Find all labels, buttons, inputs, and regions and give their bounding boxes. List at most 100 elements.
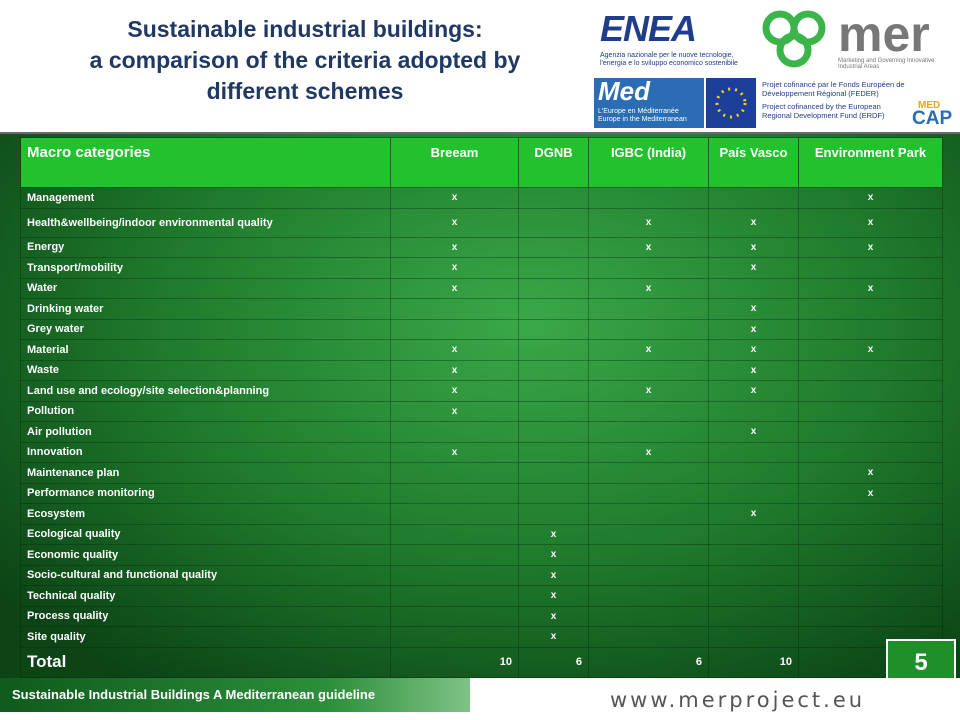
total-value: 10 — [390, 646, 519, 678]
table-row: Energy x x x x — [20, 236, 943, 258]
title-line: a comparison of the criteria adopted by — [89, 47, 521, 73]
cell — [588, 257, 709, 279]
enea-caption: Agenzia nazionale per le nuove tecnologi… — [600, 52, 738, 67]
cell — [708, 626, 799, 648]
cell: x — [588, 236, 709, 258]
row-label: Performance monitoring — [20, 482, 391, 504]
cell — [588, 298, 709, 320]
erdf-text: Project cofinanced by the European Regio… — [762, 102, 885, 120]
cell: x — [588, 441, 709, 463]
cell — [518, 400, 589, 422]
cell — [390, 626, 519, 648]
medcap-top: MED — [918, 100, 941, 111]
table-row: Site quality x — [20, 626, 943, 648]
cell — [588, 400, 709, 422]
cell — [588, 462, 709, 484]
cell — [708, 462, 799, 484]
total-label: Total — [20, 646, 391, 678]
cell — [588, 359, 709, 381]
header: Sustainable industrial buildings: a comp… — [0, 0, 960, 134]
cell: x — [708, 359, 799, 381]
cell: x — [518, 585, 589, 607]
title-line: Sustainable industrial buildings: — [127, 16, 483, 42]
table-row: Air pollution x — [20, 421, 943, 443]
table-row: Land use and ecology/site selection&plan… — [20, 380, 943, 402]
cell — [390, 564, 519, 586]
feder-text: Projet cofinancé par le Fonds Européen d… — [762, 80, 905, 98]
cell: x — [518, 626, 589, 648]
cell: x — [588, 207, 709, 238]
table-row: Drinking water x — [20, 298, 943, 320]
table-row: Ecosystem x — [20, 503, 943, 525]
cell — [798, 359, 943, 381]
criteria-table: Macro categories Breeam DGNB IGBC (India) Pa… — [20, 137, 943, 678]
row-label: Pollution — [20, 400, 391, 422]
cell — [588, 544, 709, 566]
footer-text: Sustainable Industrial Buildings A Medit… — [0, 678, 470, 712]
cell: x — [708, 380, 799, 402]
cell — [798, 503, 943, 525]
cell: x — [390, 236, 519, 258]
cell: x — [518, 605, 589, 627]
cell: x — [798, 187, 943, 209]
cell — [390, 318, 519, 340]
cell — [518, 441, 589, 463]
cell — [518, 503, 589, 525]
table-row: Material x x x x — [20, 339, 943, 361]
cell — [708, 523, 799, 545]
row-label: Energy — [20, 236, 391, 258]
cell — [588, 605, 709, 627]
cell: x — [390, 187, 519, 209]
med-caption: L'Europe en Méditerranée Europe in the Me… — [598, 108, 687, 124]
table-row: Waste x x — [20, 359, 943, 381]
table-row: Performance monitoring x — [20, 482, 943, 504]
row-label: Technical quality — [20, 585, 391, 607]
cell — [390, 523, 519, 545]
cell: x — [390, 207, 519, 238]
row-label: Material — [20, 339, 391, 361]
medcap-bottom: CAP — [912, 108, 953, 129]
cell — [588, 585, 709, 607]
cell: x — [390, 441, 519, 463]
cell — [588, 482, 709, 504]
table-row: Technical quality x — [20, 585, 943, 607]
cell: x — [518, 564, 589, 586]
cell: x — [390, 277, 519, 299]
table-row: Economic quality x — [20, 544, 943, 566]
row-label: Innovation — [20, 441, 391, 463]
cell: x — [390, 257, 519, 279]
row-label: Economic quality — [20, 544, 391, 566]
row-label: Water — [20, 277, 391, 299]
cell — [588, 523, 709, 545]
cell — [518, 318, 589, 340]
cell — [798, 257, 943, 279]
cell — [518, 298, 589, 320]
cell — [708, 605, 799, 627]
cell — [390, 605, 519, 627]
cell: x — [798, 462, 943, 484]
cell — [518, 236, 589, 258]
cell — [588, 503, 709, 525]
row-label: Process quality — [20, 605, 391, 627]
row-label: Grey water — [20, 318, 391, 340]
cell: x — [798, 207, 943, 238]
table-row: Grey water x — [20, 318, 943, 340]
row-label: Waste — [20, 359, 391, 381]
cell — [588, 187, 709, 209]
cell — [390, 462, 519, 484]
cell: x — [708, 207, 799, 238]
cell: x — [390, 359, 519, 381]
cell — [708, 585, 799, 607]
column-header: Environment Park — [798, 137, 943, 188]
cell — [390, 421, 519, 443]
cell — [708, 564, 799, 586]
cell: x — [588, 380, 709, 402]
cell — [798, 400, 943, 422]
cell — [518, 277, 589, 299]
table-row: Socio-cultural and functional quality x — [20, 564, 943, 586]
table-row: Ecological quality x — [20, 523, 943, 545]
title-line: different schemes — [206, 78, 404, 104]
mer-icon — [762, 10, 826, 68]
cell — [518, 207, 589, 238]
